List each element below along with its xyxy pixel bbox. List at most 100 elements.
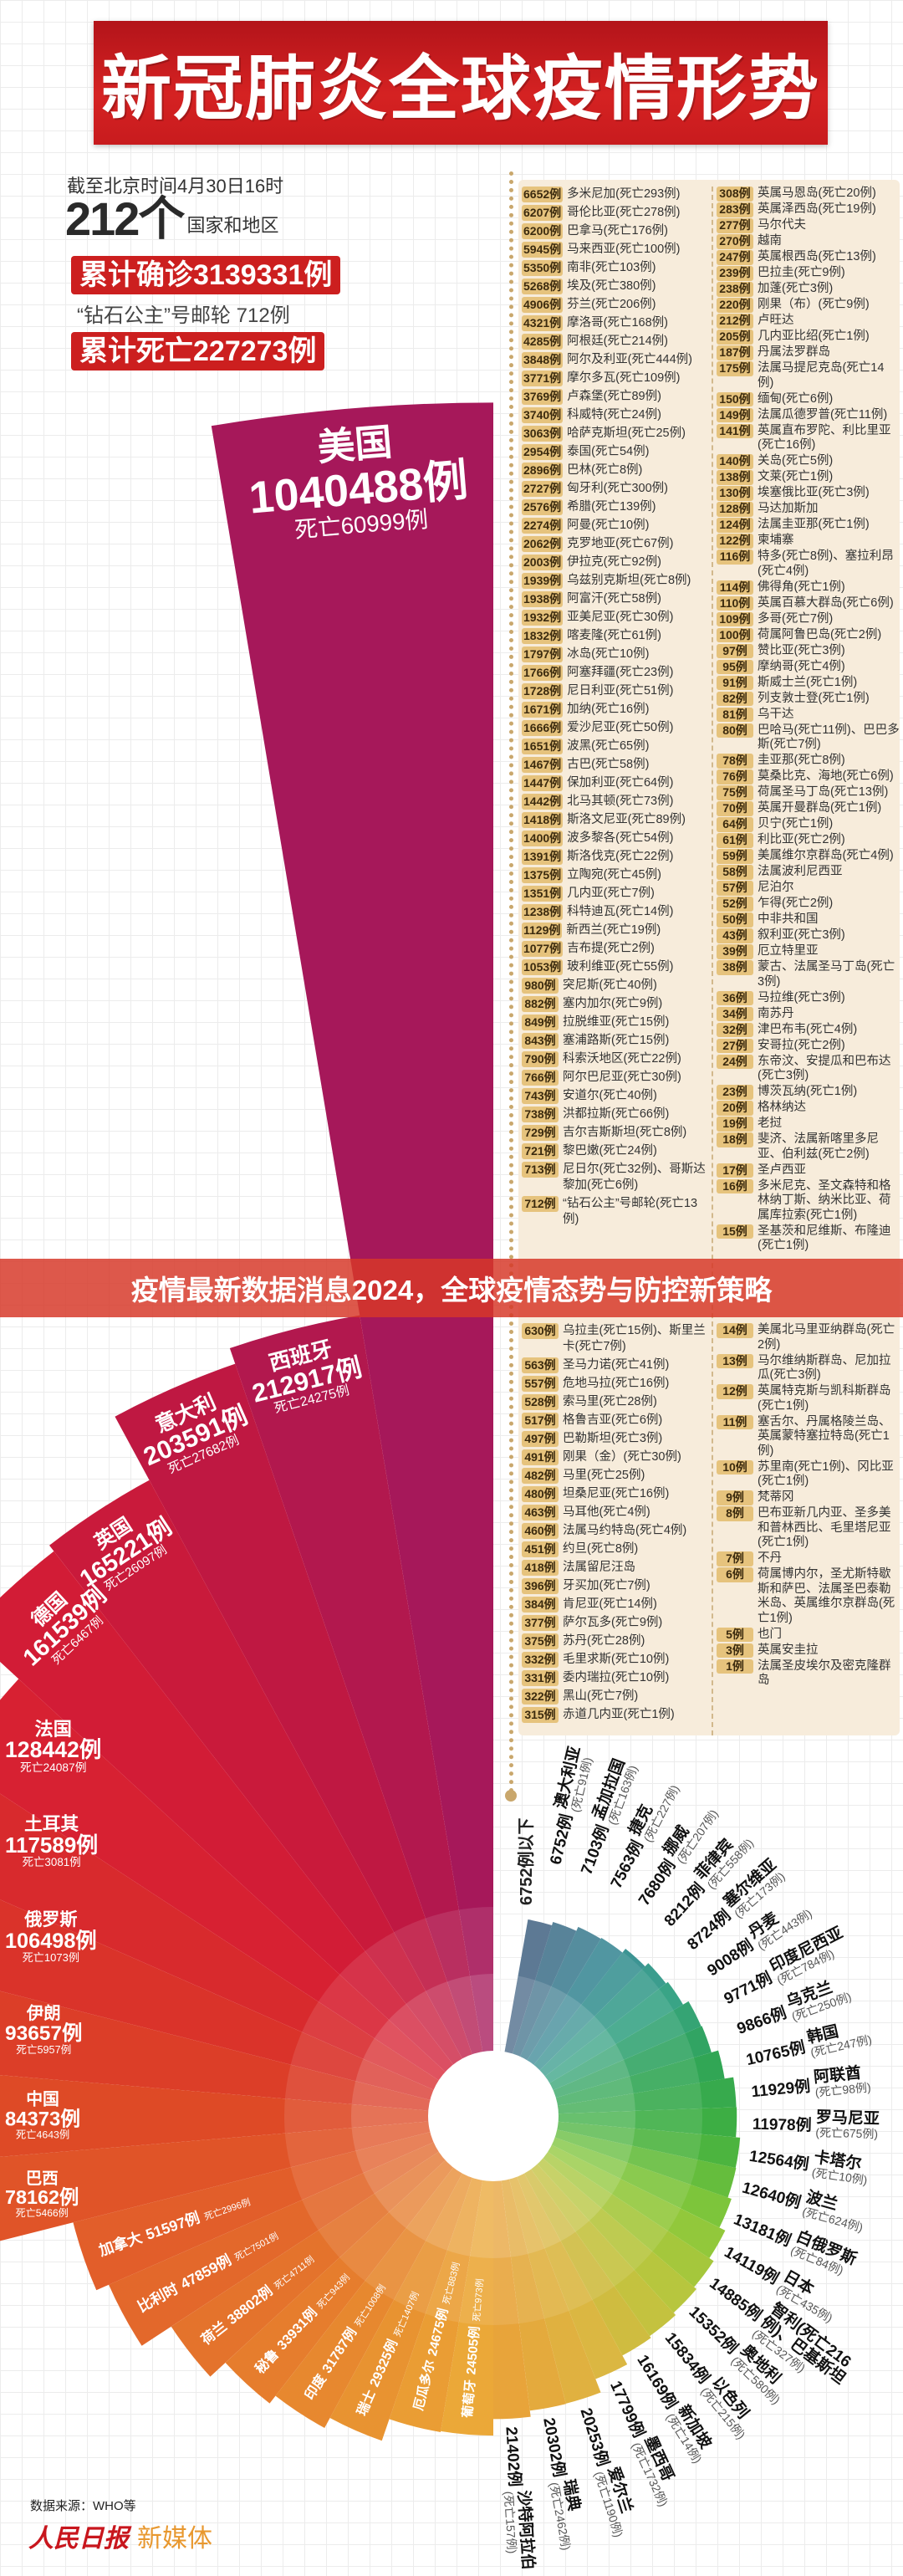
country-name: 喀麦隆(死亡61例) [567, 629, 661, 642]
rose-sector [493, 2116, 566, 2411]
rose-sector [0, 2075, 493, 2157]
country-name: 马来西亚(死亡100例) [567, 243, 681, 256]
list-item: 790例 科索沃地区(死亡22例) [522, 1051, 710, 1067]
case-count-badge: 849例 [522, 1015, 559, 1030]
publisher-logo: 人民日报 新媒体 [28, 2517, 212, 2554]
case-count-badge: 557例 [522, 1376, 559, 1392]
country-name: 摩尔多瓦(死亡109例) [567, 371, 681, 385]
case-count-badge: 130例 [716, 486, 753, 501]
country-name: 危地马拉(死亡16例) [563, 1377, 670, 1390]
case-count-badge: 10例 [716, 1459, 753, 1475]
rose-sector [441, 2116, 493, 2436]
case-count-badge: 384例 [522, 1597, 559, 1613]
list-item: 247例 英属根西岛(死亡13例) [716, 250, 900, 265]
country-name: 塞浦路斯(死亡15例) [563, 1034, 670, 1047]
list-item: 205例 几内亚比绍(死亡1例) [716, 330, 900, 345]
case-count-badge: 3769例 [522, 389, 564, 405]
country-name: 美属维尔京群岛(死亡4例) [757, 849, 894, 862]
list-item: 24例 东帝汶、安提瓜和巴布达(死亡3例) [716, 1054, 900, 1084]
case-count-badge: 3例 [716, 1643, 753, 1658]
country-name: 阿塞拜疆(死亡23例) [567, 666, 674, 679]
case-count: 106498例 [4, 1929, 97, 1953]
case-count-badge: 980例 [522, 978, 559, 994]
data-source: 数据来源：WHO等 [30, 2499, 136, 2513]
case-count-badge: 23例 [716, 1085, 753, 1100]
case-count: 12564例 [747, 2147, 810, 2175]
country-name: 厄立特里亚 [757, 944, 819, 958]
country-name: 东帝汶、安提瓜和巴布达(死亡3例) [757, 1054, 891, 1083]
list-item: 497例 巴勒斯坦(死亡3例) [522, 1431, 710, 1447]
case-count-badge: 3063例 [522, 426, 564, 442]
rose-label: 巴西 78162例 死亡5466例 [5, 2170, 79, 2219]
list-item: 1418例 斯洛文尼亚(死亡89例) [522, 812, 710, 828]
rose-sector [275, 2116, 493, 2428]
country-name: 乌拉圭(死亡15例)、斯里兰卡(死亡7例) [563, 1324, 706, 1353]
list-item: 308例 英属马恩岛(死亡20例) [716, 187, 900, 202]
country-name: 法属瓜德罗普(死亡11例) [757, 407, 888, 422]
list-item: 39例 厄立特里亚 [716, 944, 900, 959]
list-item: 23例 博茨瓦纳(死亡1例) [716, 1085, 900, 1100]
list-item: 81例 乌干达 [716, 707, 900, 722]
list-item: 418例 法属留尼汪岛 [522, 1560, 710, 1576]
list-item: 1391例 斯洛伐克(死亡22例) [522, 849, 710, 865]
case-count-badge: 480例 [522, 1486, 559, 1502]
case-count-badge: 270例 [716, 234, 753, 249]
rose-sector [0, 1551, 493, 2116]
list-item: 5例 也门 [716, 1627, 900, 1642]
country-name: 多米尼克、圣文森特和格林纳丁斯、纳米比亚、荷属库拉索(死亡1例) [757, 1178, 891, 1222]
list-item: 738例 洪都拉斯(死亡66例) [522, 1107, 710, 1122]
list-item: 3例 英属安圭拉 [716, 1643, 900, 1658]
case-count-badge: 61例 [716, 833, 753, 848]
case-count-badge: 81例 [716, 707, 753, 722]
list-item: 6例 荷属博内尔，圣尤斯特歇斯和萨巴、法属圣巴泰勒米岛、英属维尔京群岛(死亡1例) [716, 1567, 900, 1626]
case-count-badge: 36例 [716, 990, 753, 1005]
case-count-badge: 78例 [716, 754, 753, 769]
list-item: 61例 利比亚(死亡2例) [716, 833, 900, 848]
case-count-badge: 52例 [716, 897, 753, 912]
case-count-badge: 517例 [522, 1413, 559, 1429]
country-count: 212个 国家和地区 [65, 194, 278, 244]
case-count-badge: 283例 [716, 202, 753, 217]
overlay-banner: 疫情最新数据消息2024，全球疫情态势与防控新策略 [0, 1259, 903, 1317]
logo-wordmark: 人民日报 [28, 2524, 129, 2553]
list-item: 32例 津巴布韦(死亡4例) [716, 1022, 900, 1037]
case-count-badge: 2576例 [522, 499, 564, 515]
country-name: 赞比亚(死亡3例) [757, 643, 845, 657]
case-count-badge: 277例 [716, 218, 753, 233]
country-name: 阿曼(死亡10例) [567, 519, 650, 532]
list-item: 50例 中非共和国 [716, 912, 900, 928]
list-item: 4321例 摩洛哥(死亡168例) [522, 315, 710, 331]
death-count: 死亡24087例 [19, 1761, 87, 1775]
case-count-badge: 308例 [716, 187, 753, 202]
country-name: 多哥(死亡7例) [757, 611, 834, 626]
country-name: 黎巴嫩(死亡24例) [563, 1144, 657, 1158]
country-name: 佛得角(死亡1例) [757, 580, 845, 594]
list-item: 150例 缅甸(死亡6例) [716, 391, 900, 406]
title-banner: 新冠肺炎全球疫情形势 [94, 21, 828, 145]
list-item: 1053例 玻利维亚(死亡55例) [522, 959, 710, 975]
list-item: 1666例 爱沙尼亚(死亡50例) [522, 720, 710, 736]
list-item: 331例 委内瑞拉(死亡10例) [522, 1670, 710, 1686]
list-item: 238例 加蓬(死亡3例) [716, 282, 900, 297]
country-name: 中非共和国 [757, 912, 819, 926]
list-item: 2727例 匈牙利(死亡300例) [522, 481, 710, 497]
case-count-badge: 1375例 [522, 867, 564, 883]
case-count-badge: 1238例 [522, 904, 564, 920]
country-name: 巴哈马(死亡11例)、巴巴多斯(死亡7例) [757, 723, 900, 752]
country-name: 巴拿马(死亡176例) [567, 224, 669, 238]
country-name: 斯洛伐克(死亡22例) [567, 850, 674, 863]
case-count-badge: 2896例 [522, 463, 564, 478]
country-name: 尼泊尔 [757, 881, 794, 894]
case-count-badge: 76例 [716, 769, 753, 785]
list-item: 528例 索马里(死亡28例) [522, 1394, 710, 1410]
list-item: 34例 南苏丹 [716, 1006, 900, 1021]
country-name: 新西兰(死亡19例) [566, 923, 661, 937]
case-count-badge: 1418例 [522, 812, 564, 828]
country-name: 肯尼亚(死亡14例) [563, 1597, 657, 1611]
case-count-badge: 1728例 [522, 683, 564, 699]
list-item: 1129例 新西兰(死亡19例) [522, 923, 710, 938]
case-count-badge: 1938例 [522, 591, 564, 607]
case-count-badge: 34例 [716, 1006, 753, 1021]
list-item: 80例 巴哈马(死亡11例)、巴巴多斯(死亡7例) [716, 723, 900, 753]
country-name: 英属安圭拉 [757, 1643, 819, 1657]
